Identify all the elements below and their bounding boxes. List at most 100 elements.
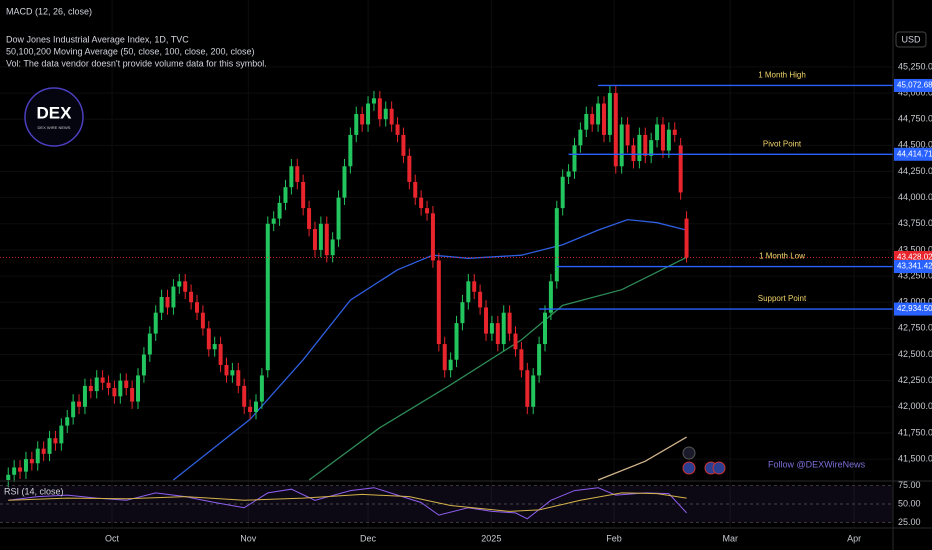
axes: 41,500.00 41,750.00 42,000.00 42,250.00 42,5…	[105, 61, 932, 543]
candle-body	[407, 155, 412, 182]
candle-body	[88, 385, 93, 392]
candle-body	[12, 467, 17, 475]
candle-body	[590, 113, 595, 125]
candle-body	[413, 181, 418, 198]
candle-body	[436, 260, 441, 345]
candle-body	[354, 113, 359, 135]
chart-title: Dow Jones Industrial Average Index, 1D, …	[6, 34, 189, 44]
candle-body	[383, 108, 388, 120]
candle-body	[601, 103, 606, 135]
candle-body	[53, 438, 58, 444]
candle-body	[519, 349, 524, 371]
candle-body	[578, 129, 583, 146]
candle-body	[253, 401, 258, 413]
candle-body	[195, 302, 200, 313]
level-price-box	[894, 260, 932, 274]
candle-body	[377, 98, 382, 120]
level-price-box	[894, 147, 932, 161]
y-tick-label: 44,750.00	[898, 114, 932, 124]
candle-body	[360, 113, 365, 125]
rsi-label: RSI (14, close)	[4, 486, 64, 496]
y-tick-label: 43,500.00	[898, 244, 932, 254]
x-tick-label: Dec	[360, 533, 377, 543]
candle-body	[566, 171, 571, 177]
candle-body	[118, 380, 123, 397]
candle-body	[112, 387, 117, 397]
moving-average-line	[597, 436, 687, 481]
level-label: 1 Month Low	[759, 252, 805, 261]
candle-body	[554, 208, 559, 282]
candle-body	[489, 323, 494, 334]
candle-body	[684, 218, 689, 258]
candle-body	[6, 474, 11, 480]
event-icon[interactable]	[712, 461, 726, 475]
y-tick-label: 43,750.00	[898, 218, 932, 228]
event-icon[interactable]	[682, 461, 696, 475]
level-price-label: 45,072.68	[897, 81, 932, 90]
candle-body	[419, 197, 424, 209]
candle-body	[324, 223, 329, 256]
currency-button[interactable]	[895, 31, 927, 48]
candle-body	[189, 291, 194, 303]
candle-body	[277, 202, 282, 219]
candle-body	[236, 370, 241, 386]
candle-body	[165, 296, 170, 308]
candle-body	[531, 375, 536, 407]
candle-body	[242, 385, 247, 407]
candle-body	[607, 93, 612, 135]
candle-body	[159, 296, 164, 313]
y-tick-label: 42,000.00	[898, 401, 932, 411]
y-tick-label: 43,250.00	[898, 270, 932, 280]
level-label: 1 Month High	[758, 71, 806, 80]
candle-body	[289, 166, 294, 188]
candle-body	[660, 124, 665, 151]
candle-body	[649, 140, 654, 156]
candle-body	[41, 448, 46, 454]
candle-body	[330, 239, 335, 256]
candle-body	[678, 145, 683, 193]
candle-body	[82, 385, 87, 407]
candle-body	[71, 401, 76, 418]
indicator-label: MACD (12, 26, close)	[6, 6, 92, 16]
candle-body	[59, 425, 64, 444]
candle-body	[584, 113, 589, 130]
rsi-line	[8, 487, 687, 520]
y-tick-label: 45,000.00	[898, 87, 932, 97]
subtitle: 50,100,200 Moving Average (50, close, 10…	[6, 46, 255, 56]
candle-body	[312, 229, 317, 250]
candle-body	[141, 354, 146, 376]
candle-body	[94, 377, 99, 392]
candle-body	[525, 370, 530, 407]
y-tick-label: 41,750.00	[898, 427, 932, 437]
x-tick-label: Feb	[606, 533, 622, 543]
candle-body	[29, 459, 34, 464]
plot-area: 1 Month High Pivot Point 1 Month Low Suppor…	[0, 0, 893, 528]
candle-body	[336, 197, 341, 240]
candle-body	[295, 166, 300, 182]
candle-body	[18, 467, 23, 472]
candle-body	[283, 187, 288, 203]
candle-body	[200, 312, 205, 329]
y-tick-label: 41,500.00	[898, 453, 932, 463]
y-tick-label: 43,000.00	[898, 297, 932, 307]
candle-body	[672, 129, 677, 135]
candle-body	[596, 103, 601, 125]
candle-body	[23, 459, 28, 472]
candle-body	[342, 166, 347, 198]
candle-body	[259, 375, 264, 402]
candle-body	[395, 124, 400, 135]
currency[interactable]: USD	[901, 34, 921, 44]
event-icon[interactable]	[682, 446, 696, 460]
x-tick-label: 2025	[481, 533, 501, 543]
candle-body	[177, 281, 182, 287]
level-price-box	[894, 78, 932, 92]
moving-average-line	[308, 256, 687, 481]
candle-body	[495, 323, 500, 345]
y-tick-label: 44,000.00	[898, 192, 932, 202]
candle-body	[65, 417, 70, 426]
moving-average-line	[172, 218, 687, 481]
candle-body	[130, 387, 135, 402]
candle-body	[77, 401, 82, 407]
